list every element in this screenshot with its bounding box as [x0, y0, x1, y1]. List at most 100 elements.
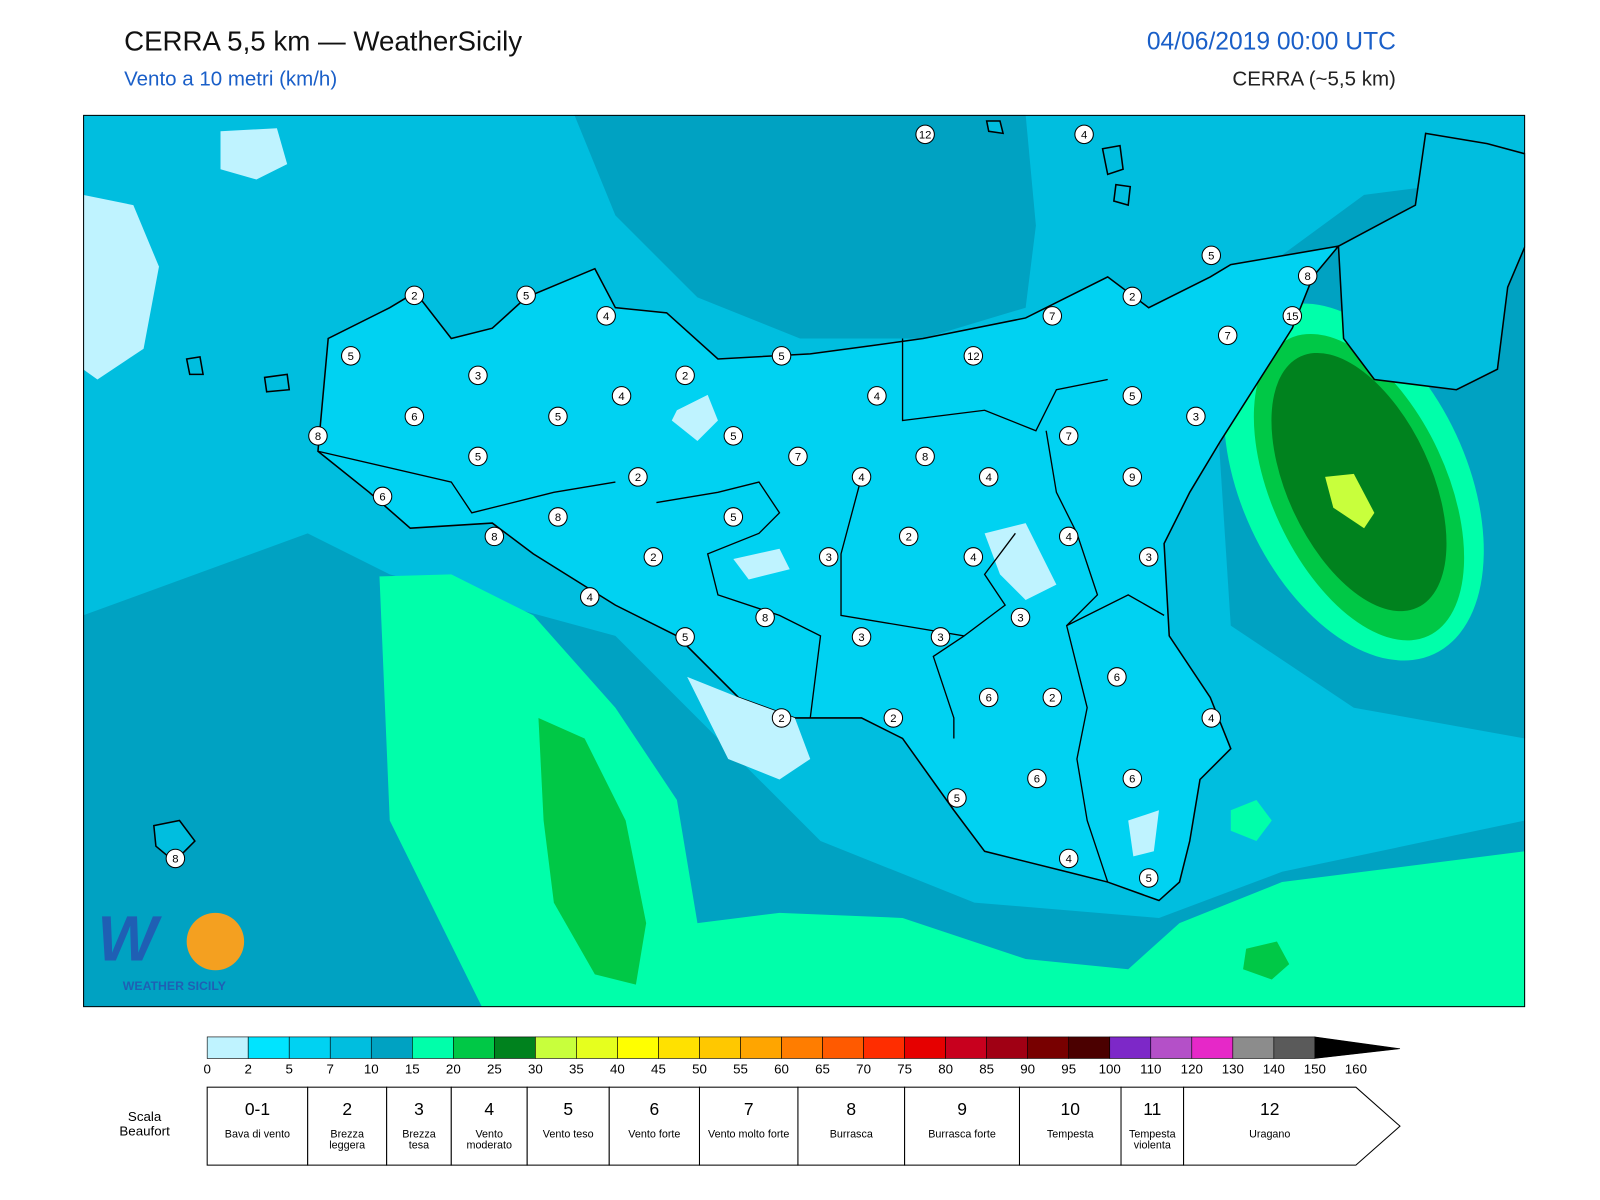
colorbar-tick-label: 0: [203, 1061, 210, 1076]
colorbar-segment: [494, 1036, 536, 1059]
station-value: 8: [315, 431, 321, 443]
station-value: 3: [1017, 612, 1023, 624]
station-marker: [1282, 306, 1303, 326]
station-marker: [1297, 266, 1318, 286]
station-marker: [1122, 386, 1143, 406]
station-marker: [596, 306, 616, 326]
colorbar-tick-label: 140: [1263, 1061, 1285, 1076]
station-value: 4: [618, 391, 624, 403]
station-value: 7: [795, 451, 801, 463]
colorbar-segment: [945, 1036, 987, 1059]
station-value: 3: [937, 632, 943, 644]
beaufort-number: 7: [743, 1099, 754, 1119]
station-marker: [404, 285, 425, 306]
station-marker: [1122, 467, 1143, 487]
wind-area: [1325, 473, 1375, 529]
colorbar-segment: [986, 1036, 1028, 1059]
station-value: 7: [1225, 330, 1231, 342]
beaufort-text-box: 8 Burrasca: [829, 1099, 873, 1141]
station-marker: [484, 526, 505, 547]
colorbar-segment: [904, 1036, 946, 1059]
beaufort-number: 11: [1143, 1099, 1162, 1119]
station-value: 8: [1305, 271, 1311, 283]
beaufort-cell: [608, 1086, 700, 1166]
station-value: 12: [967, 351, 980, 363]
beaufort-text-box: 5 Vento teso: [543, 1099, 594, 1140]
beaufort-number: 0-1: [244, 1099, 271, 1119]
beaufort-content: 7 Vento molto forte: [699, 1087, 797, 1165]
colorbar-tick-label: 20: [446, 1061, 461, 1076]
beaufort-content: 2 Brezza leggera: [308, 1087, 387, 1165]
beaufort-text-box: 3 Brezza tesa: [402, 1099, 436, 1151]
colorbar-tick-label: 30: [528, 1061, 543, 1076]
colorbar-tick-label: 35: [569, 1061, 584, 1076]
colorbar-tick-label: 10: [364, 1061, 379, 1076]
station-marker: [963, 346, 984, 366]
calabria: [1337, 132, 1526, 391]
station-value: 4: [1081, 129, 1087, 141]
station-marker: [1201, 245, 1222, 266]
station-marker: [771, 346, 792, 366]
station-value: 6: [411, 411, 417, 423]
colorbar-tick-label: 15: [405, 1061, 420, 1076]
beaufort-content: 10 Tempesta: [1019, 1087, 1121, 1165]
beaufort-content: 11 Tempesta violenta: [1121, 1087, 1184, 1165]
station-value: 15: [1286, 311, 1299, 323]
wind-area: [574, 114, 1036, 339]
beaufort-name: Vento forte: [628, 1128, 681, 1141]
colorbar-segment: [1068, 1036, 1111, 1059]
station-marker: [818, 547, 839, 567]
colorbar-tick-label: 55: [733, 1061, 748, 1076]
beaufort-name: Brezza leggera: [329, 1128, 366, 1152]
beaufort-name: Burrasca: [829, 1128, 873, 1141]
station-marker: [963, 547, 984, 567]
station-value: 2: [682, 370, 688, 382]
station-value: 4: [587, 592, 593, 604]
beaufort-label: Scala Beaufort: [119, 1109, 170, 1139]
station-marker: [723, 507, 744, 527]
station-marker: [978, 467, 999, 487]
station-value: 2: [906, 531, 912, 543]
beaufort-name: Tempesta violenta: [1128, 1128, 1176, 1152]
colorbar-segment: [453, 1036, 495, 1059]
wind-area: [1271, 352, 1447, 612]
station-value: 9: [1129, 472, 1135, 484]
beaufort-name: Burrasca forte: [928, 1128, 996, 1141]
beaufort-content: 12 Uragano: [1184, 1087, 1356, 1165]
beaufort-text-box: 6 Vento forte: [628, 1099, 681, 1141]
colorbar-segment: [658, 1036, 700, 1059]
station-marker: [1058, 426, 1079, 446]
colorbar-segment: [411, 1036, 454, 1059]
station-marker: [1042, 306, 1063, 326]
beaufort-content: 9 Burrasca forte: [905, 1087, 1020, 1165]
station-value: 7: [1066, 431, 1072, 443]
station-marker: [404, 406, 425, 427]
colorbar-segment: [1150, 1036, 1193, 1059]
colorbar-segment: [1109, 1036, 1152, 1059]
colorbar-segment: [822, 1036, 864, 1059]
station-marker: [723, 426, 744, 446]
wind-area: [1243, 941, 1290, 980]
station-value: 7: [1049, 311, 1055, 323]
colorbar-segment: [1273, 1036, 1316, 1059]
colorbar-segment: [1314, 1036, 1401, 1059]
station-marker: [1122, 286, 1143, 307]
station-value: 4: [1066, 531, 1072, 543]
colorbar-tick-label: 160: [1345, 1061, 1367, 1076]
station-marker: [675, 365, 695, 386]
station-value: 2: [890, 713, 896, 725]
colorbar-segment: [247, 1036, 290, 1059]
station-value: 2: [1049, 692, 1055, 704]
colorbar-segment: [1232, 1036, 1275, 1059]
station-value: 4: [874, 391, 880, 403]
station-marker: [516, 285, 536, 306]
colorbar-segment: [863, 1036, 905, 1059]
island: [185, 120, 1132, 393]
station-value: 5: [555, 411, 561, 423]
colorbar-tick-label: 2: [244, 1061, 251, 1076]
stations: 12 4 5 8 2 7 15 7 2 5 4 5 3 6 8 6 5 5 4 2 5 12 4 5 7 2 4 8 4 7 5 3 9 8 5 8 2…: [165, 124, 1318, 888]
island: [153, 819, 196, 863]
wind-area: [538, 717, 647, 985]
station-marker: [788, 446, 808, 467]
station-marker: [1042, 687, 1063, 708]
